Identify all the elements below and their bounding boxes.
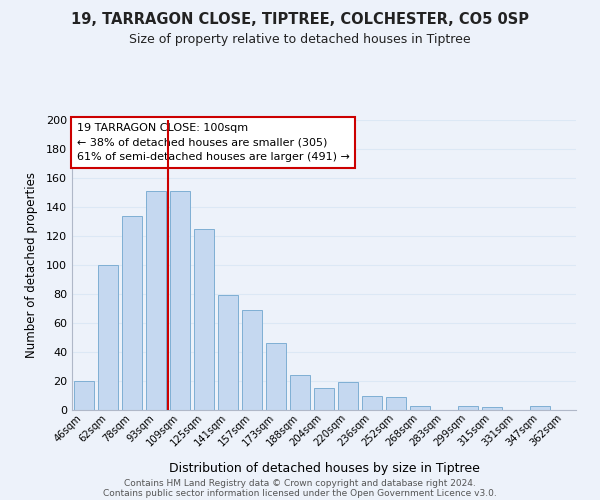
Bar xyxy=(386,397,406,410)
Text: Contains public sector information licensed under the Open Government Licence v3: Contains public sector information licen… xyxy=(103,488,497,498)
Bar xyxy=(410,406,430,410)
X-axis label: Distribution of detached houses by size in Tiptree: Distribution of detached houses by size … xyxy=(169,462,479,475)
Bar xyxy=(98,265,118,410)
Bar xyxy=(314,388,334,410)
Text: Contains HM Land Registry data © Crown copyright and database right 2024.: Contains HM Land Registry data © Crown c… xyxy=(124,478,476,488)
Bar xyxy=(362,396,382,410)
Bar xyxy=(530,406,550,410)
Bar xyxy=(482,407,502,410)
Bar xyxy=(242,310,262,410)
Bar xyxy=(122,216,142,410)
Bar xyxy=(170,191,190,410)
Bar xyxy=(338,382,358,410)
Bar xyxy=(458,406,478,410)
Bar xyxy=(194,229,214,410)
Text: Size of property relative to detached houses in Tiptree: Size of property relative to detached ho… xyxy=(129,32,471,46)
Bar xyxy=(218,296,238,410)
Text: 19, TARRAGON CLOSE, TIPTREE, COLCHESTER, CO5 0SP: 19, TARRAGON CLOSE, TIPTREE, COLCHESTER,… xyxy=(71,12,529,28)
Y-axis label: Number of detached properties: Number of detached properties xyxy=(25,172,38,358)
Bar xyxy=(266,344,286,410)
Bar xyxy=(146,191,166,410)
Text: 19 TARRAGON CLOSE: 100sqm
← 38% of detached houses are smaller (305)
61% of semi: 19 TARRAGON CLOSE: 100sqm ← 38% of detac… xyxy=(77,123,350,162)
Bar xyxy=(290,375,310,410)
Bar xyxy=(74,381,94,410)
